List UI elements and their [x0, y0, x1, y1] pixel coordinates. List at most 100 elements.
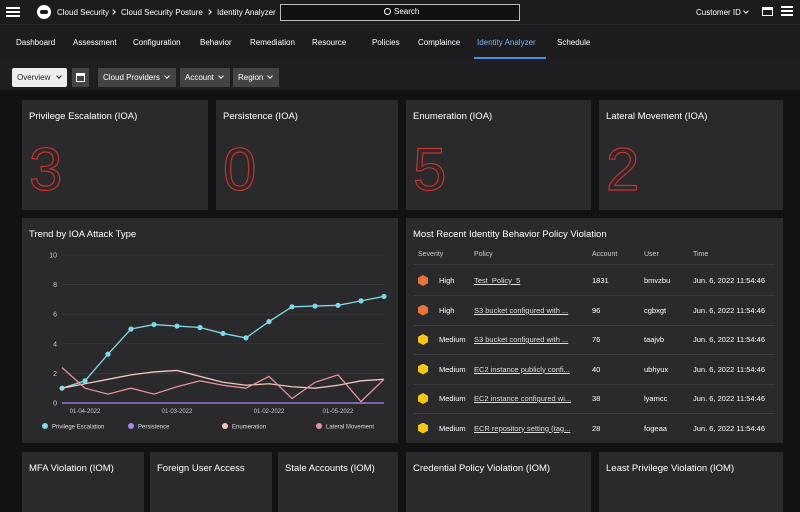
layout-button[interactable]: [72, 68, 89, 87]
search-placeholder: Search: [394, 7, 420, 16]
metric-value: 0: [222, 136, 257, 203]
nav-tab[interactable]: Behavior: [200, 38, 232, 47]
severity-label: Medium: [439, 394, 466, 403]
metric-value: 5: [412, 136, 447, 203]
data-point: [105, 351, 111, 357]
x-tick-label: 01-02-2022: [254, 409, 285, 415]
account-cell: 40: [592, 364, 601, 374]
cloud-icon: [37, 5, 51, 19]
metric-card: Stale Accounts (IOM): [278, 452, 398, 512]
user-cell: cgbxgt: [644, 305, 667, 315]
column-header: Policy: [474, 251, 493, 258]
breadcrumb-item[interactable]: Cloud Security Posture: [121, 8, 203, 17]
metric-value: 2: [605, 136, 640, 203]
nav-bar: Dashboard Assessment Configuration Behavior…: [0, 24, 800, 61]
data-point: [243, 335, 249, 341]
data-point: [128, 326, 134, 332]
policy-link[interactable]: S3 bucket configured with ...: [474, 305, 569, 315]
metric-title: Persistence (IOA): [223, 111, 298, 122]
breadcrumb-item[interactable]: Identity Analyzer: [217, 8, 276, 17]
nav-tab[interactable]: Complaince: [418, 38, 461, 47]
policy-link[interactable]: ECR repository setting (tag...: [474, 423, 571, 433]
account-cell: 76: [592, 335, 601, 344]
y-tick-label: 6: [53, 312, 57, 319]
account-cell: 96: [592, 305, 601, 315]
account-cell: 38: [592, 394, 601, 403]
user-cell: ubhyux: [644, 364, 669, 374]
view-select[interactable]: Overview: [12, 68, 67, 87]
filter-dropdown[interactable]: Region: [233, 68, 279, 87]
nav-tab[interactable]: Identity Analyzer: [477, 38, 536, 47]
metric-card: Foreign User Access: [150, 452, 272, 512]
menu-icon[interactable]: [6, 7, 20, 9]
window-icon[interactable]: [762, 7, 773, 16]
y-tick-label: 2: [53, 371, 57, 378]
user-cell: fogeaa: [644, 423, 667, 433]
row-divider: [414, 413, 775, 414]
severity-label: High: [439, 276, 455, 285]
breadcrumb-separator: [110, 9, 116, 15]
data-point: [289, 304, 295, 310]
chevron: [743, 8, 749, 14]
chart: 0 2 4 6 8 10 01-04-2022 01-03-2022 01-02-2022 01-…: [42, 253, 387, 431]
severity-icon: [418, 363, 428, 375]
breadcrumb-item[interactable]: Cloud Security: [57, 8, 110, 17]
list-icon[interactable]: [781, 6, 793, 8]
chevron: [164, 73, 170, 79]
policy-link[interactable]: EC2 instance configured wi...: [474, 394, 572, 403]
data-point: [266, 319, 272, 325]
policy-link[interactable]: S3 bucket configured with ...: [474, 335, 569, 344]
legend-swatch: [128, 423, 134, 429]
severity-label: Medium: [439, 423, 466, 433]
account-selector[interactable]: Customer ID: [696, 8, 741, 17]
legend-label: Enumeration: [232, 425, 266, 431]
row-divider: [414, 324, 775, 326]
severity-icon: [418, 422, 428, 434]
metric-card: Credential Policy Violation (IOM): [406, 452, 591, 512]
severity-label: High: [439, 305, 455, 315]
metric-value: 3: [28, 136, 63, 203]
data-point: [151, 321, 157, 328]
nav-tab[interactable]: Dashboard: [16, 38, 56, 47]
data-point: [381, 293, 387, 300]
layout-icon: [76, 73, 85, 82]
column-header: Time: [693, 251, 709, 258]
nav-tab[interactable]: Resource: [312, 38, 347, 47]
series-line: [61, 295, 385, 389]
data-point: [335, 302, 341, 308]
policy-link[interactable]: Test_Policy_5: [474, 276, 521, 285]
legend-swatch: [42, 423, 48, 429]
filter-dropdown[interactable]: Cloud Providers: [98, 68, 176, 87]
data-point: [174, 323, 180, 329]
metric-title: Least Privilege Violation (IOM): [606, 463, 735, 474]
policy-link[interactable]: EC2 instance publicly confi...: [474, 364, 570, 374]
y-tick-label: 8: [53, 282, 57, 289]
y-tick-label: 0: [53, 401, 57, 408]
y-tick-label: 10: [49, 253, 57, 260]
nav-tab[interactable]: Assessment: [73, 38, 117, 47]
metric-card: MFA Violation (IOM): [22, 452, 144, 512]
metric-title: MFA Violation (IOM): [29, 463, 114, 474]
filter-label: Cloud Providers: [103, 73, 160, 82]
metric-card: Lateral Movement (IOA) 2: [599, 100, 783, 210]
legend-swatch: [316, 423, 322, 429]
severity-label: Medium: [439, 335, 466, 344]
legend-label: Privilege Escalation: [52, 425, 104, 431]
search-box[interactable]: Search: [280, 4, 520, 21]
metric-card: Enumeration (IOA) 5: [406, 100, 591, 210]
time-cell: Jun. 6, 2022 11:54:46: [693, 276, 766, 285]
nav-tab[interactable]: Remediation: [250, 38, 295, 47]
table-card: Most Recent Identity Behavior Policy Vio…: [406, 218, 783, 443]
filter-dropdown[interactable]: Account: [180, 68, 230, 87]
top-bar: Cloud Security Cloud Security Posture Iden…: [0, 0, 800, 24]
nav-tab[interactable]: Configuration: [133, 38, 181, 47]
time-cell: Jun. 6, 2022 11:54:46: [693, 335, 766, 344]
row-divider: [414, 354, 775, 355]
nav-tab[interactable]: Policies: [372, 38, 400, 47]
column-header: User: [644, 251, 659, 258]
chevron: [267, 73, 273, 79]
x-tick-label: 01-03-2022: [162, 409, 193, 415]
row-divider: [414, 383, 775, 385]
nav-tab[interactable]: Schedule: [557, 38, 591, 47]
